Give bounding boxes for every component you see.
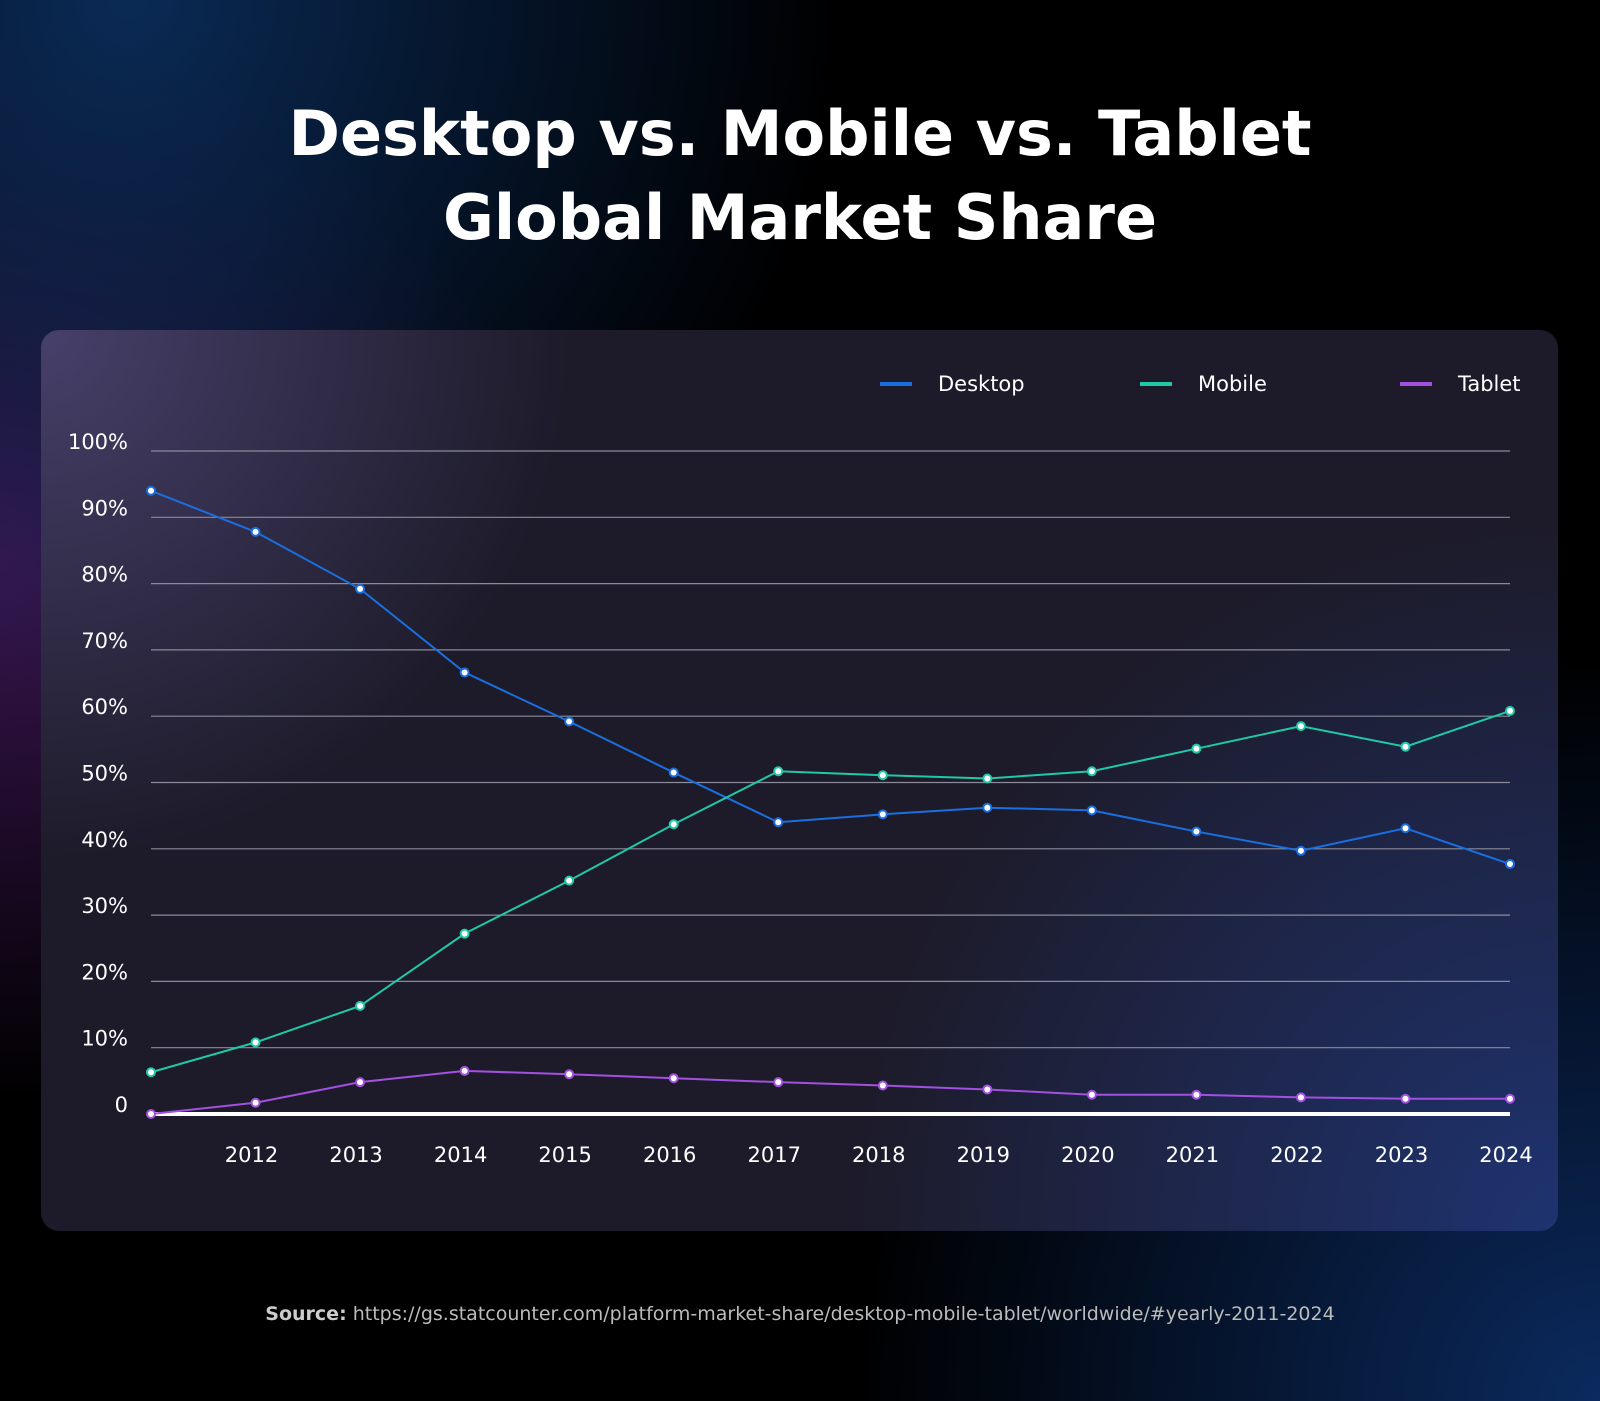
y-tick-label: 0	[115, 1093, 128, 1117]
x-tick-label: 2012	[225, 1143, 278, 1167]
data-point	[146, 485, 156, 496]
source: Source: https://gs.statcounter.com/platf…	[0, 1303, 1600, 1325]
data-point	[982, 1084, 993, 1095]
data-point	[877, 770, 888, 781]
data-point	[668, 1073, 679, 1084]
legend-label: Desktop	[938, 372, 1025, 396]
y-tick-label: 40%	[81, 828, 128, 852]
y-tick-label: 80%	[81, 563, 128, 587]
y-tick-label: 20%	[81, 960, 128, 984]
series-line	[150, 1069, 1510, 1115]
data-point	[1400, 823, 1411, 834]
data-point	[1086, 805, 1097, 816]
chart-panel	[41, 330, 1558, 1231]
data-point	[250, 1097, 261, 1108]
data-point	[355, 1077, 366, 1088]
x-tick-label: 2017	[748, 1143, 801, 1167]
data-point	[1505, 705, 1515, 716]
data-point	[146, 1067, 156, 1078]
data-point	[1400, 1093, 1411, 1104]
chart-title: Desktop vs. Mobile vs. Tablet Global Mar…	[288, 97, 1312, 254]
x-tick-label: 2022	[1270, 1143, 1323, 1167]
x-tick-label: 2024	[1479, 1143, 1532, 1167]
data-point	[250, 1037, 261, 1048]
legend-label: Mobile	[1198, 372, 1267, 396]
y-tick-label: 90%	[81, 496, 128, 520]
y-tick-label: 10%	[81, 1027, 128, 1051]
data-point	[146, 1109, 156, 1119]
data-point	[459, 667, 470, 678]
data-point	[1505, 859, 1515, 870]
data-point	[1505, 1093, 1515, 1104]
data-point	[459, 928, 470, 939]
data-point	[564, 1069, 575, 1080]
data-point	[355, 1000, 366, 1011]
x-tick-label: 2018	[852, 1143, 905, 1167]
x-tick-label: 2016	[643, 1143, 696, 1167]
y-tick-label: 30%	[81, 894, 128, 918]
y-tick-label: 60%	[81, 695, 128, 719]
source-label: Source:	[265, 1303, 347, 1325]
data-point	[877, 1080, 888, 1091]
data-point	[1086, 766, 1097, 777]
data-point	[1295, 721, 1306, 732]
y-tick-label: 50%	[81, 762, 128, 786]
data-point	[1400, 741, 1411, 752]
x-tick-label: 2021	[1166, 1143, 1219, 1167]
data-point	[1086, 1089, 1097, 1100]
data-point	[459, 1065, 470, 1076]
data-point	[564, 875, 575, 886]
x-tick-label: 2014	[434, 1143, 487, 1167]
data-point	[668, 767, 679, 778]
series-line	[150, 709, 1511, 1074]
data-point	[1295, 1092, 1306, 1103]
data-point	[1295, 845, 1306, 856]
data-point	[355, 583, 366, 594]
y-tick-label: 70%	[81, 629, 128, 653]
data-point	[1191, 743, 1202, 754]
data-point	[1191, 826, 1202, 837]
data-point	[982, 773, 993, 784]
x-tick-label: 2020	[1061, 1143, 1114, 1167]
x-tick-label: 2015	[538, 1143, 591, 1167]
data-point	[877, 809, 888, 820]
x-tick-label: 2019	[957, 1143, 1010, 1167]
data-point	[668, 819, 679, 830]
x-tick-label: 2023	[1375, 1143, 1428, 1167]
data-point	[773, 817, 784, 828]
legend-label: Tablet	[1457, 372, 1521, 396]
data-point	[982, 802, 993, 813]
data-point	[773, 766, 784, 777]
x-tick-label: 2013	[329, 1143, 382, 1167]
series-line	[150, 489, 1511, 865]
data-point	[564, 716, 575, 727]
data-point	[773, 1077, 784, 1088]
data-point	[250, 526, 261, 537]
data-point	[1191, 1089, 1202, 1100]
source-url: https://gs.statcounter.com/platform-mark…	[352, 1303, 1335, 1325]
y-tick-label: 100%	[68, 430, 128, 454]
